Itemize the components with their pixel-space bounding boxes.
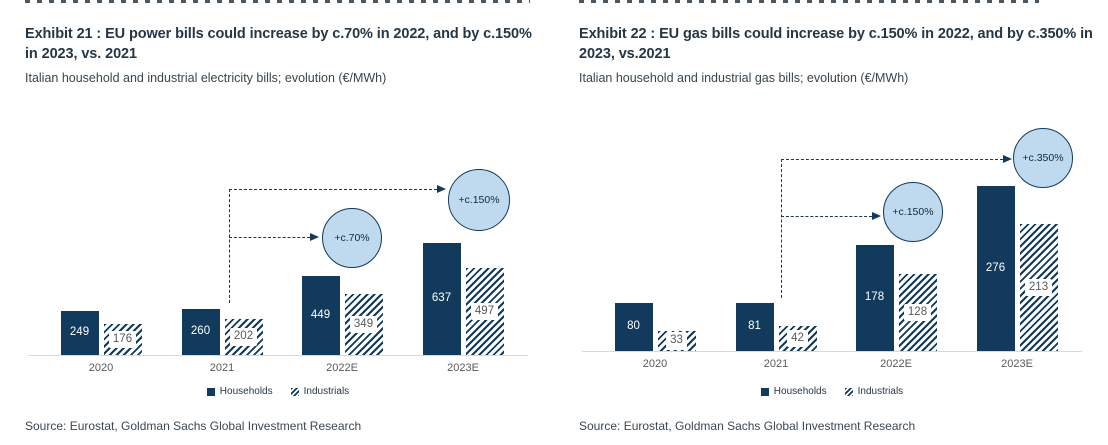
bar-value-label: 176 bbox=[108, 330, 137, 349]
x-axis-label: 2021 bbox=[763, 358, 789, 370]
bar-value-label: 260 bbox=[190, 325, 211, 338]
exhibit-subtitle: Italian household and industrial gas bil… bbox=[579, 70, 909, 85]
source-note: Source: Eurostat, Goldman Sachs Global I… bbox=[25, 419, 362, 433]
legend-label: Industrials bbox=[303, 386, 350, 397]
x-axis-line bbox=[582, 351, 1082, 352]
households-bar: 449 bbox=[301, 276, 340, 355]
source-note: Source: Eurostat, Goldman Sachs Global I… bbox=[579, 419, 916, 433]
x-axis-label: 2021 bbox=[209, 362, 235, 374]
annotation-dashed-line bbox=[229, 189, 437, 190]
x-axis-label: 2022E bbox=[880, 358, 912, 370]
bar-value-label: 213 bbox=[1024, 278, 1053, 297]
growth-annotation-bubble: +c.350% bbox=[1013, 128, 1073, 188]
households-bar: 260 bbox=[181, 309, 220, 355]
households-bar: 276 bbox=[976, 186, 1015, 351]
x-axis-label: 2020 bbox=[642, 358, 668, 370]
legend-label: Households bbox=[773, 386, 827, 397]
industrials-bar: 33 bbox=[657, 331, 696, 351]
legend-item-households: Households bbox=[206, 386, 273, 397]
industrials-bar: 176 bbox=[103, 324, 142, 355]
bar-value-label: 178 bbox=[864, 291, 885, 304]
households-bar: 178 bbox=[855, 245, 894, 351]
bar-value-label: 449 bbox=[310, 308, 331, 321]
bar-value-label: 249 bbox=[69, 326, 90, 339]
gas-bills-bar-chart: 80 33 2020 81 42 2021 178 128 2022E 276 213 2023E +c… bbox=[554, 0, 1108, 445]
legend-label: Households bbox=[219, 386, 273, 397]
x-axis-label: 2020 bbox=[88, 362, 114, 374]
cropped-text-artifact bbox=[579, 0, 1039, 3]
industrials-bar: 202 bbox=[224, 319, 263, 355]
growth-annotation-bubble: +c.70% bbox=[322, 208, 382, 268]
bar-value-label: 42 bbox=[787, 329, 808, 348]
x-axis-label: 2022E bbox=[326, 362, 358, 374]
exhibit-subtitle: Italian household and industrial electri… bbox=[25, 70, 387, 85]
exhibit-title: Exhibit 21 : EU power bills could increa… bbox=[25, 26, 532, 62]
x-axis-line bbox=[28, 355, 528, 356]
bar-value-label: 202 bbox=[229, 328, 258, 346]
exhibit-21-panel: Exhibit 21 : EU power bills could increa… bbox=[25, 0, 532, 433]
bar-value-label: 80 bbox=[627, 320, 640, 333]
bar-value-label: 33 bbox=[666, 332, 687, 350]
annotation-dashed-line bbox=[781, 216, 872, 217]
households-bar: 637 bbox=[422, 243, 461, 355]
industrials-swatch-icon bbox=[844, 387, 853, 396]
bar-value-label: 349 bbox=[349, 315, 378, 334]
power-bills-bar-chart: 249 176 2020 260 202 2021 449 349 2022E 637 497 202… bbox=[28, 169, 528, 374]
households-bar: 80 bbox=[614, 303, 653, 351]
chart-legend: Households Industrials bbox=[28, 386, 528, 397]
industrials-bar: 213 bbox=[1019, 224, 1058, 351]
cropped-text-artifact bbox=[25, 0, 530, 3]
annotation-dashed-line bbox=[229, 189, 230, 303]
annotation-dashed-line bbox=[781, 159, 782, 298]
annotation-dashed-line bbox=[781, 159, 1003, 160]
households-bar: 81 bbox=[735, 303, 774, 351]
legend-label: Industrials bbox=[857, 386, 904, 397]
industrials-bar: 497 bbox=[465, 268, 504, 355]
exhibit-22-panel: Exhibit 22 : EU gas bills could increase… bbox=[554, 0, 1108, 445]
arrowhead-icon bbox=[1003, 155, 1012, 163]
bar-value-label: 637 bbox=[431, 292, 452, 305]
growth-annotation-bubble: +c.150% bbox=[883, 182, 943, 242]
legend-item-households: Households bbox=[760, 386, 827, 397]
industrials-bar: 349 bbox=[344, 294, 383, 355]
growth-annotation-bubble: +c.150% bbox=[448, 169, 510, 231]
arrowhead-icon bbox=[310, 233, 319, 241]
annotation-dashed-line bbox=[229, 237, 310, 238]
arrowhead-icon bbox=[437, 185, 446, 193]
x-axis-label: 2023E bbox=[1001, 358, 1033, 370]
industrials-bar: 128 bbox=[898, 274, 937, 351]
households-swatch-icon bbox=[206, 387, 215, 396]
bar-value-label: 128 bbox=[903, 303, 932, 322]
legend-item-industrials: Industrials bbox=[290, 386, 350, 397]
industrials-swatch-icon bbox=[290, 387, 299, 396]
bar-value-label: 276 bbox=[985, 261, 1006, 274]
exhibit-title: Exhibit 22 : EU gas bills could increase… bbox=[579, 26, 1093, 62]
households-bar: 249 bbox=[60, 311, 99, 355]
chart-legend: Households Industrials bbox=[582, 386, 1082, 397]
arrowhead-icon bbox=[872, 212, 881, 220]
x-axis-label: 2023E bbox=[447, 362, 479, 374]
legend-item-industrials: Industrials bbox=[844, 386, 904, 397]
industrials-bar: 42 bbox=[778, 326, 817, 351]
bar-value-label: 81 bbox=[748, 320, 761, 333]
bar-value-label: 497 bbox=[470, 302, 499, 321]
households-swatch-icon bbox=[760, 387, 769, 396]
